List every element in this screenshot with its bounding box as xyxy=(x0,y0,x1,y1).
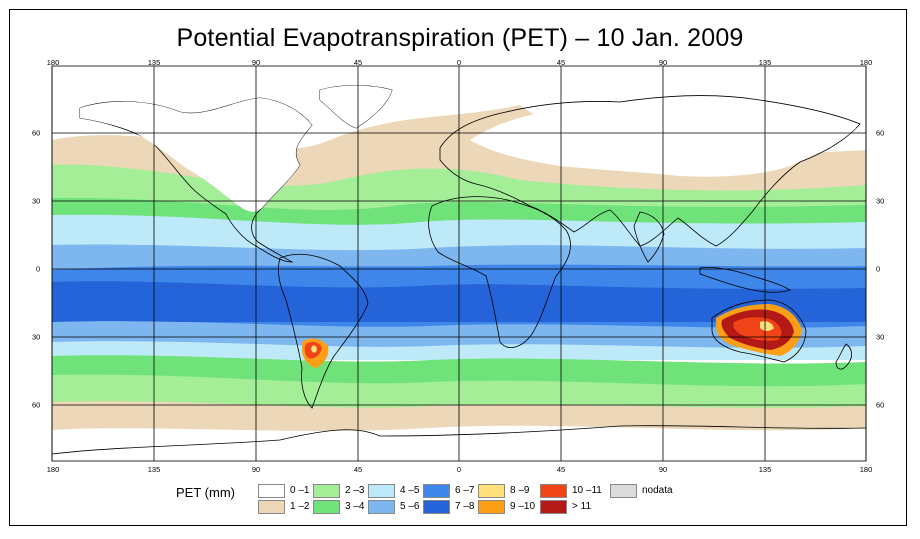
lat-tick-left: 30 xyxy=(32,196,41,206)
lon-tick-top: 45 xyxy=(556,58,566,67)
legend-swatch-5-6 xyxy=(368,500,395,514)
lat-tick-right: 60 xyxy=(876,400,885,410)
lon-tick-bottom: 180 xyxy=(859,465,873,474)
lat-tick-left: 0 xyxy=(36,264,41,274)
legend-swatch-over-11 xyxy=(540,500,567,514)
lat-tick-right: 30 xyxy=(876,332,885,342)
lon-tick-bottom: 45 xyxy=(353,465,363,474)
australia-hot-region xyxy=(716,304,802,356)
legend-swatch-nodata xyxy=(610,484,637,498)
map-title: Potential Evapotranspiration (PET) – 10 … xyxy=(176,24,744,52)
lat-tick-left: 60 xyxy=(32,400,41,410)
legend-swatch-3-4 xyxy=(313,500,340,514)
figure-frame xyxy=(9,9,907,526)
legend-swatch-0-1 xyxy=(258,484,285,498)
legend-label: 0 –1 xyxy=(290,485,310,496)
indonesia-outline xyxy=(699,267,791,293)
lat-tick-right: 30 xyxy=(876,196,885,206)
legend-label: 8 –9 xyxy=(510,485,530,496)
legend-swatch-9-10 xyxy=(478,500,505,514)
india-outline xyxy=(633,211,665,263)
legend-label: nodata xyxy=(642,485,673,496)
lon-tick-top: 90 xyxy=(658,58,668,67)
lon-tick-bottom: 135 xyxy=(758,465,772,474)
lat-tick-right: 60 xyxy=(876,128,885,138)
antarctica-outline xyxy=(52,425,866,455)
legend-swatch-1-2 xyxy=(258,500,285,514)
lon-tick-bottom: 90 xyxy=(658,465,668,474)
legend-label: 9 –10 xyxy=(510,501,536,512)
legend-swatch-10-11 xyxy=(540,484,567,498)
legend-label: > 11 xyxy=(572,501,591,512)
lon-tick-bottom: 45 xyxy=(556,465,566,474)
lon-tick-bottom: 90 xyxy=(251,465,261,474)
legend-label: 10 –11 xyxy=(572,485,602,496)
lon-tick-top: 135 xyxy=(147,58,161,67)
new-zealand-outline xyxy=(835,343,852,370)
lon-tick-top: 0 xyxy=(456,58,462,67)
legend-label: 7 –8 xyxy=(455,501,475,512)
north-america-fill xyxy=(80,98,312,212)
lat-tick-left: 30 xyxy=(32,332,41,342)
australia-pet-8-9 xyxy=(760,321,774,331)
legend-swatch-6-7 xyxy=(423,484,450,498)
legend-label: 1 –2 xyxy=(290,501,310,512)
lon-tick-top: 45 xyxy=(353,58,363,67)
lon-tick-bottom: 135 xyxy=(147,465,161,474)
graticule xyxy=(51,65,867,462)
greenland-fill xyxy=(320,85,392,128)
lat-tick-left: 60 xyxy=(32,128,41,138)
legend-label: 5 –6 xyxy=(400,501,420,512)
africa-outline xyxy=(428,196,571,348)
eurasia-outline xyxy=(439,95,861,247)
argentina-pet-8-9 xyxy=(311,345,317,353)
legend-label: 4 –5 xyxy=(400,485,420,496)
legend-swatch-4-5 xyxy=(368,484,395,498)
legend-title: PET (mm) xyxy=(176,485,235,500)
lon-tick-top: 90 xyxy=(251,58,261,67)
lon-tick-bottom: 0 xyxy=(456,465,462,474)
legend-label: 3 –4 xyxy=(345,501,365,512)
lon-tick-top: 180 xyxy=(859,58,873,67)
legend-label: 2 –3 xyxy=(345,485,365,496)
map-border xyxy=(51,65,867,462)
south-america-outline xyxy=(278,253,369,409)
lon-tick-bottom: 180 xyxy=(46,465,60,474)
australia-outline xyxy=(711,299,807,363)
legend-swatch-2-3 xyxy=(313,484,340,498)
legend-swatch-8-9 xyxy=(478,484,505,498)
argentina-hot-region xyxy=(302,338,329,368)
lon-tick-top: 135 xyxy=(758,58,772,67)
lat-tick-right: 0 xyxy=(876,264,881,274)
legend-swatch-7-8 xyxy=(423,500,450,514)
legend-label: 6 –7 xyxy=(455,485,475,496)
lon-tick-top: 180 xyxy=(46,58,60,67)
